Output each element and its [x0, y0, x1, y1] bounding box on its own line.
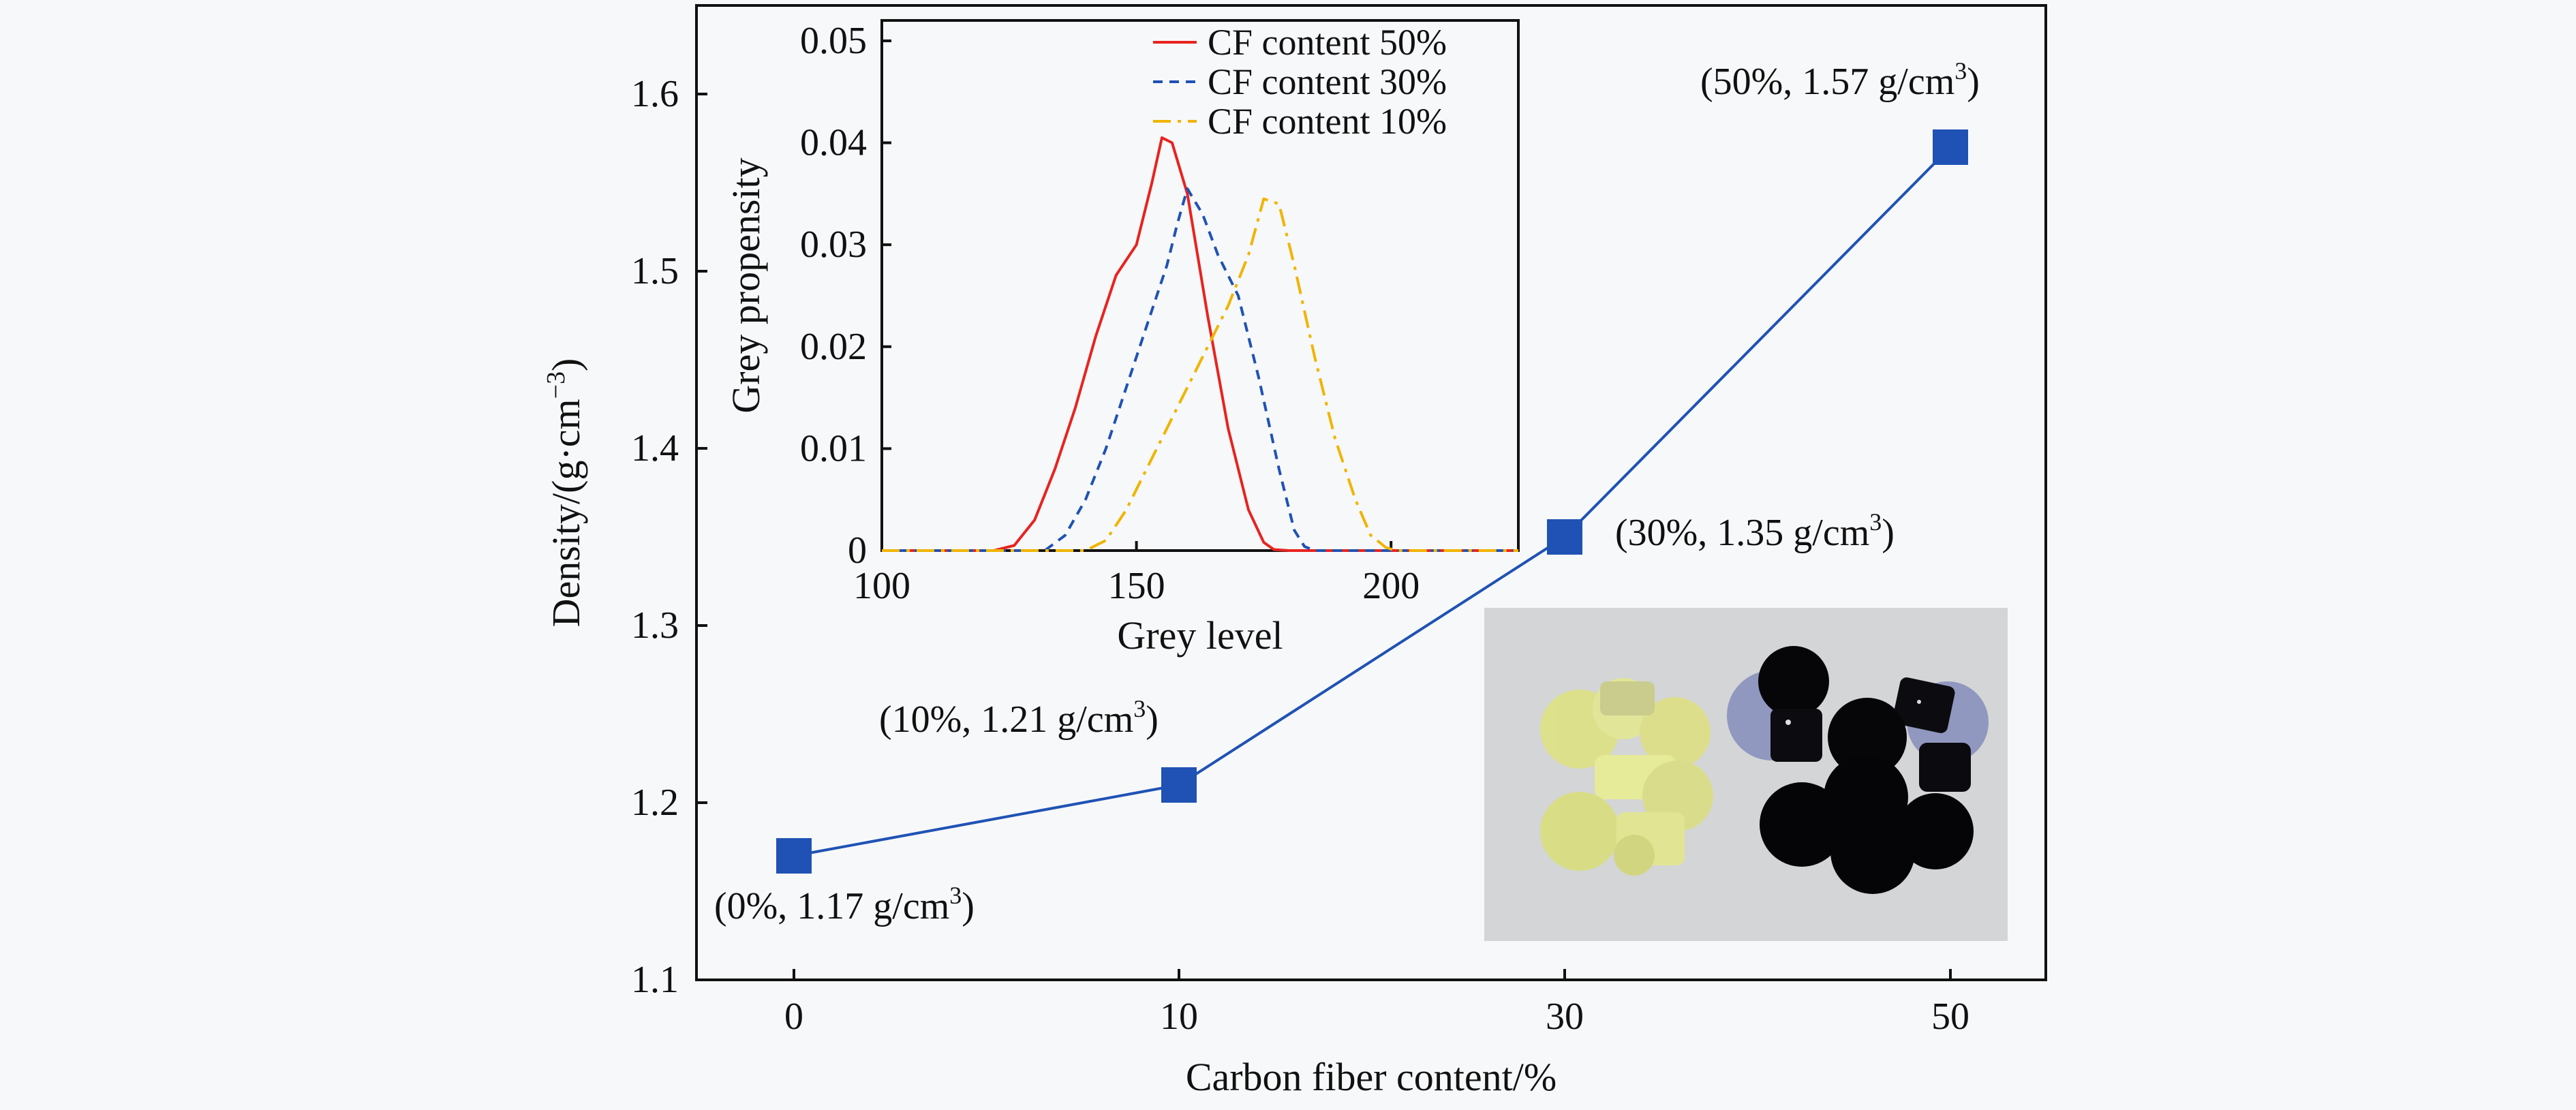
annotation-text: (0%, 1.17 g/cm [714, 885, 949, 927]
series-line-3 [882, 197, 1518, 552]
legend-label: CF content 50% [1208, 22, 1447, 63]
inset-x-axis-label: Grey level [1117, 613, 1283, 658]
inset-y-tick-label: 0.03 [800, 223, 867, 266]
main-series [776, 129, 1968, 874]
inset-y-tick-label: 0.02 [800, 326, 867, 368]
y-label-close: ) [544, 358, 588, 371]
y-label-sup: −3 [542, 371, 570, 399]
y-tick-label: 1.6 [631, 73, 679, 115]
annotation-sup: 3 [1954, 57, 1967, 84]
data-point-marker [1547, 519, 1582, 555]
y-tick-label: 1.2 [631, 782, 679, 824]
main-plot-frame [695, 4, 2047, 981]
main-annotations: (0%, 1.17 g/cm3)(10%, 1.21 g/cm3)(30%, 1… [714, 57, 1980, 927]
main-x-axis-label: Carbon fiber content/% [1186, 1055, 1557, 1099]
inset-y-tick-label: 0 [848, 529, 867, 572]
annotation-close: ) [962, 885, 975, 927]
legend-label: CF content 30% [1208, 61, 1447, 102]
specimen-photo-dark [1727, 646, 1989, 894]
data-point-annotation: (0%, 1.17 g/cm3) [714, 882, 975, 927]
annotation-sup: 3 [949, 882, 962, 909]
y-tick-label: 1.1 [631, 959, 679, 1001]
annotation-text: (10%, 1.21 g/cm [879, 698, 1133, 741]
inset-plot-frame [880, 19, 1520, 552]
data-point-annotation: (50%, 1.57 g/cm3) [1700, 57, 1980, 103]
data-point-marker [1933, 129, 1968, 165]
inset-axes: 0 0.01 0.02 0.03 0.04 0.05 100 150 200 [800, 20, 1420, 607]
inset-series [882, 136, 1518, 552]
annotation-close: ) [1146, 698, 1159, 741]
x-tick-label: 10 [1160, 996, 1198, 1038]
main-y-axis-label: Density/(g·cm−3) [542, 358, 588, 628]
series-line-1 [882, 136, 1518, 552]
data-point-marker [776, 838, 812, 874]
main-axes: 1.11.21.31.41.51.60 10 30 50 [631, 73, 1969, 1038]
annotation-text: (50%, 1.57 g/cm [1700, 61, 1954, 103]
inset-y-axis-label: Grey propensity [724, 157, 768, 413]
y-tick-label: 1.4 [631, 427, 679, 469]
density-line [793, 146, 1952, 857]
inset-background [882, 20, 1518, 551]
inset-y-tick-label: 0.01 [800, 427, 867, 469]
inset-y-tick-label: 0.04 [800, 122, 867, 164]
annotation-text: (30%, 1.35 g/cm [1615, 512, 1869, 554]
y-tick-label: 1.5 [631, 250, 679, 292]
specimen-photo [1484, 608, 2008, 941]
specimen-photo-light [1540, 678, 1713, 876]
inset-x-tick-label: 100 [853, 565, 910, 607]
data-point-annotation: (10%, 1.21 g/cm3) [879, 695, 1159, 741]
series-line-2 [882, 187, 1518, 552]
x-tick-label: 50 [1931, 996, 1969, 1038]
inset-x-tick-label: 200 [1362, 565, 1420, 607]
inset-legend: CF content 50%CF content 30%CF content 1… [1153, 22, 1447, 142]
annotation-close: ) [1967, 61, 1980, 103]
annotation-sup: 3 [1869, 508, 1882, 536]
legend-label: CF content 10% [1208, 101, 1447, 142]
y-tick-label: 1.3 [631, 604, 679, 647]
inset-y-tick-label: 0.05 [800, 20, 867, 62]
annotation-close: ) [1882, 512, 1895, 554]
y-label-main: Density/(g·cm [544, 399, 588, 627]
data-point-annotation: (30%, 1.35 g/cm3) [1615, 508, 1895, 554]
x-tick-label: 0 [784, 996, 803, 1038]
inset-x-tick-label: 150 [1108, 565, 1165, 607]
data-point-marker [1161, 767, 1197, 803]
x-tick-label: 30 [1546, 996, 1584, 1038]
annotation-sup: 3 [1133, 695, 1146, 722]
